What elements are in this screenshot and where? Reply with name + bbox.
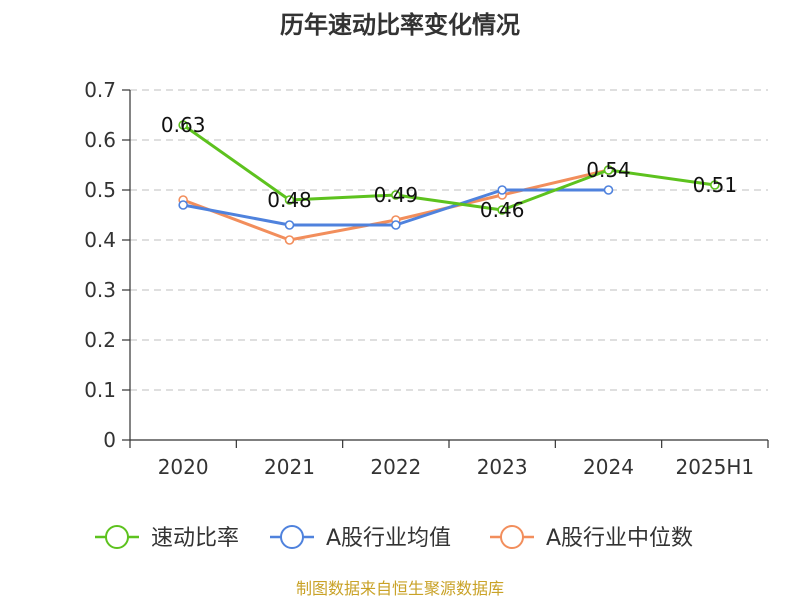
legend-marker	[500, 525, 524, 549]
grid-lines	[130, 89, 768, 391]
y-tick-label: 0.3	[84, 278, 116, 302]
data-point	[178, 120, 188, 130]
data-point	[284, 220, 295, 230]
legend: 速动比率 A股行业均值 A股行业中位数	[95, 525, 693, 551]
data-label: 0.48	[267, 188, 312, 212]
x-tick-label: 2021	[264, 455, 315, 479]
data-point	[497, 205, 507, 215]
data-label: 0.51	[693, 173, 738, 197]
data-point	[497, 185, 507, 195]
y-tick-label: 0.5	[84, 178, 116, 202]
legend-label: 速动比率	[151, 526, 239, 551]
y-tick-label: 0.6	[84, 128, 116, 152]
chart-title: 历年速动比率变化情况	[280, 11, 520, 39]
y-tick-label: 0.2	[84, 328, 116, 352]
x-tick-label: 2022	[370, 455, 421, 479]
data-point	[710, 180, 720, 190]
axes: 0 0.1 0.2 0.3 0.4 0.5 0.6 0.7 2020 2021 2022 2023 20…	[84, 78, 769, 479]
data-point	[603, 185, 614, 195]
y-tick-label: 0.4	[84, 228, 116, 252]
legend-label: A股行业中位数	[546, 526, 693, 551]
y-tick-label: 0.1	[84, 378, 116, 402]
y-tick-label: 0	[103, 428, 116, 452]
data-label: 0.54	[586, 158, 631, 182]
data-label: 0.49	[374, 183, 419, 207]
legend-label: A股行业均值	[326, 526, 451, 551]
source-note: 制图数据来自恒生聚源数据库	[296, 579, 504, 598]
data-point	[603, 165, 614, 175]
x-tick-label: 2025H1	[675, 455, 754, 479]
data-label: 0.63	[161, 113, 206, 137]
data-point	[391, 220, 401, 230]
data-point	[178, 200, 188, 210]
x-tick-label: 2023	[477, 455, 528, 479]
y-tick-label: 0.7	[84, 78, 116, 102]
x-tick-label: 2024	[583, 455, 634, 479]
data-point	[284, 195, 295, 205]
legend-marker	[280, 525, 304, 549]
series-line-0	[182, 123, 716, 212]
legend-marker	[105, 525, 129, 549]
x-tick-label: 2020	[158, 455, 209, 479]
data-point	[391, 190, 401, 200]
data-point	[284, 235, 295, 245]
data-labels: 0.63 0.48 0.49 0.46 0.54 0.51	[161, 113, 737, 222]
data-label: 0.46	[480, 198, 525, 222]
series-group	[178, 120, 720, 245]
